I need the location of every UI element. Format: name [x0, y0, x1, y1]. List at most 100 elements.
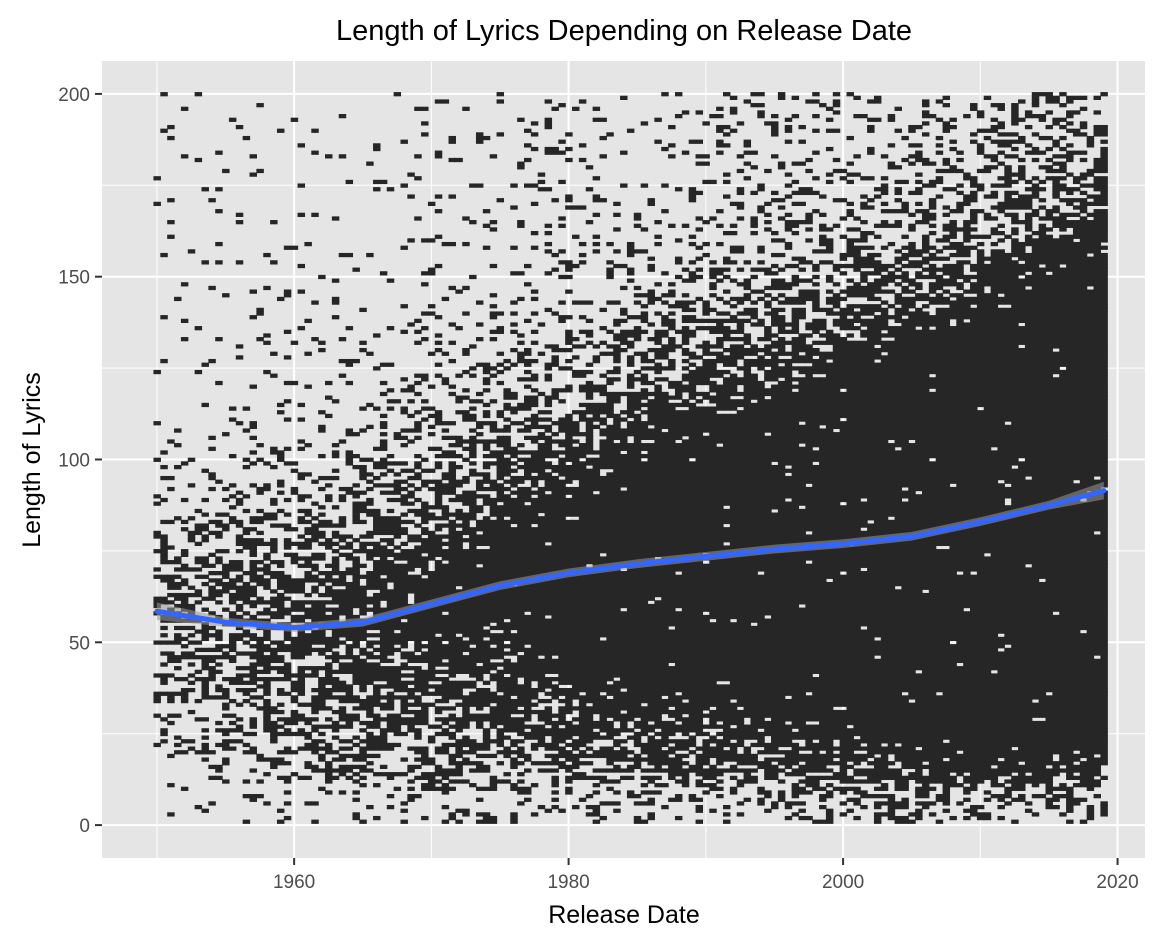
heat-tile	[400, 633, 408, 638]
heat-tile	[249, 549, 257, 554]
heat-tile	[565, 472, 573, 477]
heat-tile	[482, 461, 491, 466]
heat-tile	[613, 768, 621, 773]
heat-tile	[599, 603, 607, 609]
heat-tile	[592, 560, 601, 565]
heat-tile	[400, 695, 408, 700]
heat-tile	[352, 574, 360, 579]
heat-tile	[537, 585, 546, 590]
heat-tile	[475, 486, 484, 492]
heat-tile	[482, 439, 491, 444]
heat-tile	[606, 432, 614, 437]
heat-tile	[276, 614, 285, 620]
heat-tile	[578, 344, 587, 349]
heat-tile	[469, 417, 477, 422]
heat-tile	[393, 567, 402, 572]
heat-tile	[201, 687, 209, 693]
heat-tile	[544, 603, 553, 609]
heat-tile	[215, 380, 223, 386]
heat-tile	[276, 560, 285, 565]
heat-tile	[469, 658, 477, 664]
heat-tile	[414, 472, 422, 477]
heat-tile	[633, 819, 642, 824]
heat-tile	[208, 673, 216, 678]
heat-tile	[503, 549, 511, 554]
heat-tile	[174, 666, 182, 671]
heat-tile	[462, 680, 470, 685]
heat-tile	[153, 369, 161, 375]
heat-tile	[325, 600, 333, 605]
heat-tile	[290, 340, 299, 345]
heat-tile	[325, 380, 333, 386]
heat-tile	[455, 581, 463, 587]
heat-tile	[270, 720, 278, 726]
heat-tile	[242, 589, 251, 594]
heat-tile	[373, 464, 381, 470]
heat-tile	[551, 556, 559, 561]
heat-tile	[626, 450, 635, 455]
heat-tile	[530, 556, 539, 561]
heat-tile	[489, 640, 498, 645]
heat-tile	[167, 439, 175, 444]
heat-tile	[448, 421, 456, 426]
heat-tile	[613, 486, 621, 492]
heat-tile	[276, 479, 285, 484]
heat-tile	[537, 519, 546, 525]
heat-tile	[222, 761, 230, 766]
heat-tile	[551, 797, 559, 802]
heat-tile	[482, 578, 491, 583]
heat-tile	[565, 333, 573, 338]
heat-tile	[201, 607, 209, 612]
heat-tile	[544, 231, 553, 236]
heat-tile	[517, 655, 525, 660]
heat-tile	[208, 666, 216, 671]
heat-tile	[613, 673, 621, 678]
heat-tile	[222, 651, 230, 656]
heat-tile	[489, 293, 498, 298]
heat-tile	[386, 607, 395, 612]
heat-tile	[235, 739, 244, 744]
heat-tile	[359, 764, 367, 770]
heat-tile	[386, 717, 395, 722]
heat-tile	[613, 647, 621, 653]
heat-tile	[242, 581, 251, 587]
heat-tile	[400, 662, 408, 667]
heat-tile	[606, 399, 614, 404]
heat-tile	[585, 501, 594, 506]
heat-tile	[318, 702, 326, 707]
heat-tile	[215, 589, 223, 594]
heat-tile	[462, 739, 470, 744]
heat-tile	[537, 592, 546, 598]
heat-tile	[558, 746, 566, 751]
heat-tile	[578, 329, 587, 334]
heat-tile	[620, 337, 628, 342]
heat-tile	[544, 483, 553, 488]
heat-tile	[379, 702, 388, 707]
heat-tile	[448, 753, 456, 759]
heat-tile	[524, 600, 532, 605]
heat-tile	[256, 508, 264, 514]
heat-tile	[482, 633, 491, 638]
heat-tile	[592, 655, 601, 660]
heat-tile	[482, 209, 491, 214]
heat-tile	[180, 603, 189, 609]
heat-tile	[441, 746, 450, 751]
heat-tile	[578, 563, 587, 568]
heat-tile	[551, 779, 559, 784]
heat-tile	[633, 402, 642, 408]
heat-tile	[167, 691, 175, 696]
heat-tile	[242, 457, 251, 462]
heat-tile	[434, 724, 443, 729]
heat-tile	[496, 439, 505, 444]
heat-tile	[469, 596, 477, 601]
heat-tile	[393, 581, 402, 587]
heat-tile	[160, 600, 168, 605]
heat-tile	[489, 399, 498, 404]
heat-tile	[366, 746, 374, 751]
heat-tile	[325, 483, 333, 488]
heat-tile	[427, 505, 436, 510]
heat-tile	[187, 680, 196, 685]
heat-tile	[427, 311, 436, 316]
heat-tile	[249, 702, 257, 707]
heat-tile	[537, 497, 546, 503]
